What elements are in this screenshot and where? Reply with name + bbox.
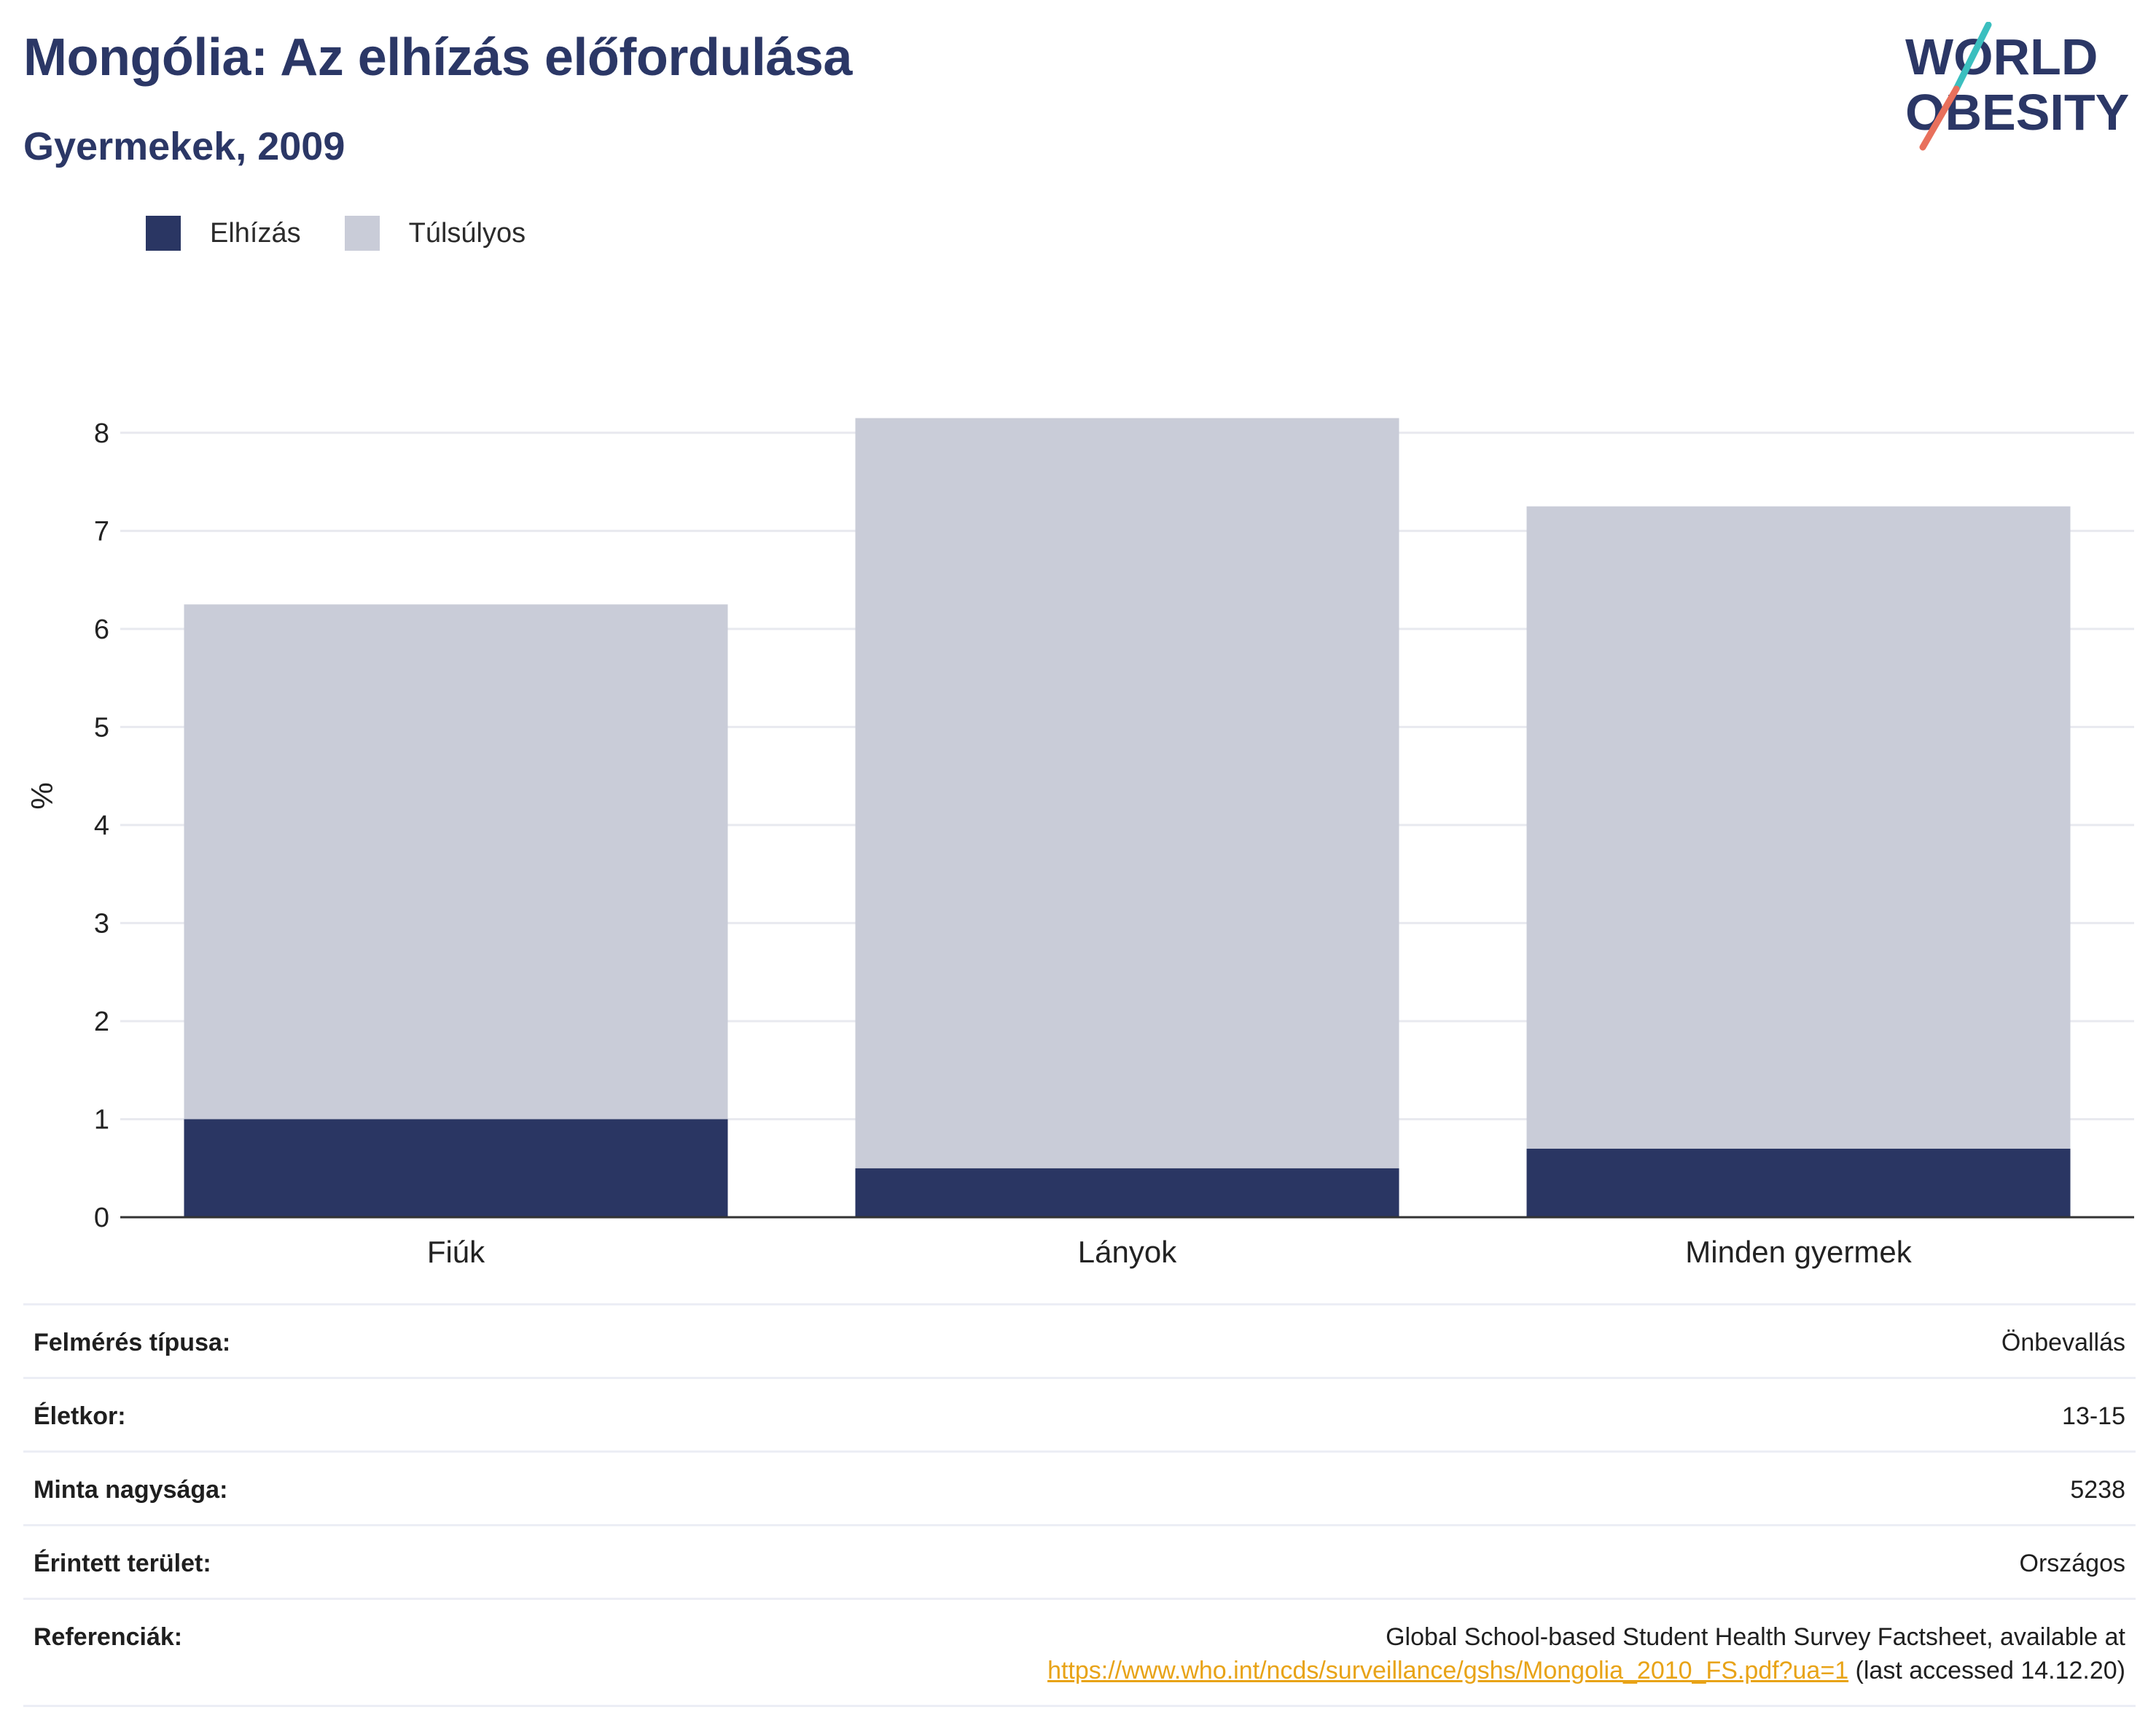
y-tick-label: 1 bbox=[94, 1104, 109, 1135]
info-value: Országos bbox=[2019, 1550, 2126, 1577]
y-tick-label: 7 bbox=[94, 516, 109, 547]
reference-text: Global School-based Student Health Surve… bbox=[1386, 1623, 2125, 1651]
bar-overweight-0[interactable] bbox=[184, 604, 728, 1120]
y-tick-label: 4 bbox=[94, 811, 109, 841]
y-tick-label: 3 bbox=[94, 908, 109, 939]
info-label: Felmérés típusa: bbox=[34, 1329, 231, 1356]
legend-swatch-obesity bbox=[146, 216, 181, 251]
info-label: Érintett terület: bbox=[34, 1550, 211, 1577]
bar-overweight-1[interactable] bbox=[855, 418, 1399, 1168]
info-row-references: Referenciák: Global School-based Student… bbox=[23, 1600, 2136, 1707]
info-row-area: Érintett terület: Országos bbox=[23, 1526, 2136, 1600]
info-row-age: Életkor: 13-15 bbox=[23, 1379, 2136, 1453]
info-label: Cutoffs: bbox=[34, 1727, 128, 1734]
info-value: 13-15 bbox=[2062, 1402, 2125, 1430]
bar-overweight-2[interactable] bbox=[1526, 506, 2071, 1149]
legend: Elhízás Túlsúlyos bbox=[146, 216, 569, 251]
bar-chart: 0 1 2 3 4 5 6 7 8 Fiúk Lányok Minden gyermek % bbox=[25, 418, 2134, 1269]
y-tick-label: 6 bbox=[94, 614, 109, 645]
legend-swatch-overweight bbox=[344, 216, 380, 251]
bar-obesity-2[interactable] bbox=[1526, 1148, 2071, 1217]
x-tick-label: Minden gyermek bbox=[1685, 1235, 1912, 1269]
info-value: 5238 bbox=[2070, 1476, 2125, 1504]
y-tick-label: 2 bbox=[94, 1007, 109, 1037]
legend-item-obesity[interactable]: Elhízás bbox=[146, 216, 301, 251]
reference-accessed: (last accessed 14.12.20) bbox=[1848, 1657, 2125, 1684]
y-tick-label: 8 bbox=[94, 418, 109, 449]
x-tick-label: Fiúk bbox=[427, 1235, 485, 1269]
y-tick-label: 5 bbox=[94, 712, 109, 743]
info-value: WHO bbox=[2065, 1727, 2125, 1734]
legend-label-obesity: Elhízás bbox=[210, 217, 301, 249]
chart-subtitle: Gyermekek, 2009 bbox=[23, 125, 345, 168]
x-tick-label: Lányok bbox=[1078, 1235, 1177, 1269]
info-row-survey-type: Felmérés típusa: Önbevallás bbox=[23, 1305, 2136, 1379]
legend-item-overweight[interactable]: Túlsúlyos bbox=[344, 216, 526, 251]
bar-obesity-0[interactable] bbox=[184, 1119, 728, 1217]
logo-line1: WORLD bbox=[1905, 28, 2098, 85]
info-label: Minta nagysága: bbox=[34, 1476, 228, 1504]
bar-obesity-1[interactable] bbox=[855, 1168, 1399, 1217]
logo-slash-teal bbox=[1953, 22, 1992, 93]
world-obesity-logo: WORLD OBESITY bbox=[1905, 22, 2129, 151]
chart-title: Mongólia: Az elhízás előfordulása bbox=[23, 28, 852, 87]
legend-label-overweight: Túlsúlyos bbox=[408, 217, 526, 249]
info-value: Önbevallás bbox=[2001, 1329, 2125, 1356]
logo-slash-coral bbox=[1919, 85, 1960, 151]
info-label: Életkor: bbox=[34, 1402, 126, 1430]
info-row-cutoffs: Cutoffs: WHO bbox=[23, 1707, 2136, 1734]
y-axis-label: % bbox=[25, 782, 59, 809]
info-label: Referenciák: bbox=[34, 1623, 183, 1651]
reference-link[interactable]: https://www.who.int/ncds/surveillance/gs… bbox=[1047, 1657, 1849, 1684]
info-value-references: Global School-based Student Health Surve… bbox=[1047, 1620, 2125, 1687]
info-table: Felmérés típusa: Önbevallás Életkor: 13-… bbox=[23, 1303, 2136, 1734]
axes: 0 1 2 3 4 5 6 7 8 Fiúk Lányok Minden gyermek bbox=[94, 418, 2134, 1269]
y-tick-label: 0 bbox=[94, 1203, 109, 1233]
bars bbox=[184, 418, 2071, 1217]
info-row-sample-size: Minta nagysága: 5238 bbox=[23, 1453, 2136, 1526]
